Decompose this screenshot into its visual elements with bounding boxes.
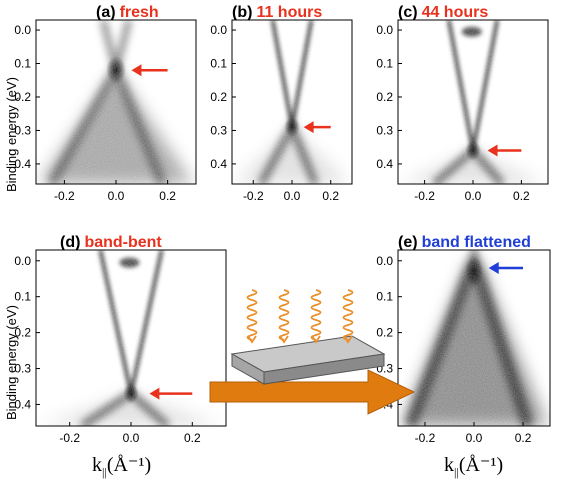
y-tick-label: 0.2 bbox=[210, 90, 227, 104]
grain-overlay bbox=[398, 250, 550, 426]
light-wave-icon bbox=[246, 289, 258, 341]
spectrum-image bbox=[398, 250, 550, 426]
light-wave-icon bbox=[278, 289, 290, 341]
y-tick-label: 0.2 bbox=[14, 326, 31, 340]
y-tick-label: 0.0 bbox=[14, 254, 31, 268]
panel-title: 11 hours bbox=[256, 4, 323, 21]
light-wave-arrowhead bbox=[247, 335, 257, 344]
x-tick-label: 0.2 bbox=[322, 189, 339, 203]
panel-a: 0.0 0.1 0.2 0.3 0.4 -0.2 0.0 0.2 bbox=[14, 19, 197, 203]
y-tick-label: 0.0 bbox=[376, 254, 393, 268]
y-tick-label: 0.3 bbox=[210, 123, 227, 137]
panel-e: 0.00.10.20.30.4-0.20.00.2 bbox=[376, 249, 551, 445]
light-wave-icon bbox=[310, 289, 322, 341]
y-tick-label: 0.3 bbox=[376, 123, 393, 137]
panel-c: 0.0 0.1 0.2 0.3 0.4 -0.2 0.0 0.2 bbox=[376, 19, 549, 203]
y-tick-label: 0.3 bbox=[14, 123, 31, 137]
x-tick-label: 0.0 bbox=[123, 431, 140, 445]
transition-arrow-icon bbox=[209, 369, 416, 415]
y-axis-label-top: Binding energy (eV) bbox=[4, 77, 19, 192]
x-tick-label: 0.0 bbox=[108, 189, 125, 203]
y-tick-label: 0.2 bbox=[376, 326, 393, 340]
panel-id: (d) bbox=[60, 234, 81, 251]
panel-label-b: (b) 11 hours bbox=[232, 4, 322, 22]
x-tick-label: 0.0 bbox=[284, 189, 301, 203]
y-tick-label: 0.4 bbox=[376, 157, 393, 171]
y-tick-label: 0.0 bbox=[210, 23, 227, 37]
y-tick-label: 0.4 bbox=[14, 397, 31, 411]
y-tick-label: 0.1 bbox=[376, 290, 393, 304]
x-tick-label: 0.0 bbox=[466, 431, 483, 445]
spectrum-image bbox=[232, 20, 352, 184]
x-axis-label-e: k||(Å⁻¹) bbox=[444, 452, 503, 480]
panel-title: band-bent bbox=[84, 234, 162, 251]
dirac-point-arrowhead bbox=[131, 64, 142, 77]
panel-id: (b) bbox=[232, 4, 253, 21]
x-tick-label: 0.0 bbox=[465, 189, 482, 203]
x-axis-symbol: k bbox=[444, 454, 454, 476]
x-axis-label-d: k||(Å⁻¹) bbox=[92, 452, 151, 480]
x-axis-unit: (Å⁻¹) bbox=[458, 454, 504, 476]
spectrum-image bbox=[398, 20, 548, 184]
panel-b: 0.0 0.1 0.2 0.3 0.4 -0.2 0.0 0.2 bbox=[210, 19, 353, 203]
y-tick-label: 0.1 bbox=[14, 57, 31, 71]
schematic-layer bbox=[209, 289, 416, 415]
panel-id: (e) bbox=[398, 234, 418, 251]
x-axis-symbol: k bbox=[92, 454, 102, 476]
panels-layer: 0.0 0.1 0.2 0.3 0.4 -0.2 0.0 0.2 0.0 0.1 0.2 0.3 0.4… bbox=[14, 19, 551, 445]
y-tick-label: 0.0 bbox=[14, 23, 31, 37]
y-tick-label: 0.1 bbox=[14, 290, 31, 304]
x-tick-label: -0.2 bbox=[415, 431, 436, 445]
light-wave-arrowhead bbox=[311, 335, 321, 344]
x-axis-subscript: || bbox=[454, 465, 459, 479]
y-tick-label: 0.3 bbox=[14, 362, 31, 376]
y-tick-label: 0.4 bbox=[14, 157, 31, 171]
panel-label-a: (a) fresh bbox=[96, 4, 159, 22]
dirac-point-arrowhead bbox=[487, 144, 498, 157]
panel-label-e: (e) band flattened bbox=[398, 234, 531, 252]
x-tick-label: 0.2 bbox=[515, 431, 532, 445]
grain-overlay bbox=[398, 20, 548, 184]
y-tick-label: 0.1 bbox=[210, 57, 227, 71]
x-tick-label: -0.2 bbox=[59, 431, 80, 445]
x-tick-label: -0.2 bbox=[243, 189, 264, 203]
x-tick-label: 0.2 bbox=[159, 189, 176, 203]
y-tick-label: 0.2 bbox=[376, 90, 393, 104]
light-wave-icon bbox=[342, 289, 354, 341]
y-tick-label: 0.2 bbox=[14, 90, 31, 104]
panel-title: 44 hours bbox=[421, 4, 489, 21]
panel-id: (a) bbox=[96, 4, 116, 21]
spectrum-image bbox=[36, 20, 196, 184]
panel-id: (c) bbox=[398, 4, 418, 21]
x-axis-unit: (Å⁻¹) bbox=[106, 454, 152, 476]
y-tick-label: 0.0 bbox=[376, 23, 393, 37]
panel-d: 0.0 0.1 0.2 0.3 0.4 -0.2 0.0 0.2 bbox=[14, 249, 227, 445]
panel-label-c: (c) 44 hours bbox=[398, 4, 488, 22]
light-wave-arrowhead bbox=[279, 335, 289, 344]
y-tick-label: 0.1 bbox=[376, 57, 393, 71]
panel-label-d: (d) band-bent bbox=[60, 234, 162, 252]
x-tick-label: 0.2 bbox=[513, 189, 530, 203]
dirac-point-arrowhead bbox=[149, 387, 160, 400]
light-wave-arrowhead bbox=[343, 335, 353, 344]
spectrum-image bbox=[36, 250, 226, 426]
grain-overlay bbox=[36, 250, 226, 426]
grain-overlay bbox=[232, 20, 352, 184]
grain-overlay bbox=[36, 20, 196, 184]
dirac-point-arrowhead bbox=[488, 261, 499, 274]
x-tick-label: 0.2 bbox=[184, 431, 201, 445]
x-axis-subscript: || bbox=[102, 465, 107, 479]
x-tick-label: -0.2 bbox=[54, 189, 75, 203]
y-axis-label-bottom: Binding energy (eV) bbox=[4, 305, 19, 420]
slab-side-front bbox=[263, 353, 385, 385]
x-tick-label: -0.2 bbox=[414, 189, 435, 203]
dirac-point-arrowhead bbox=[303, 121, 314, 134]
panel-title: fresh bbox=[119, 4, 159, 21]
panel-title: band flattened bbox=[421, 234, 531, 251]
y-tick-label: 0.4 bbox=[210, 157, 227, 171]
